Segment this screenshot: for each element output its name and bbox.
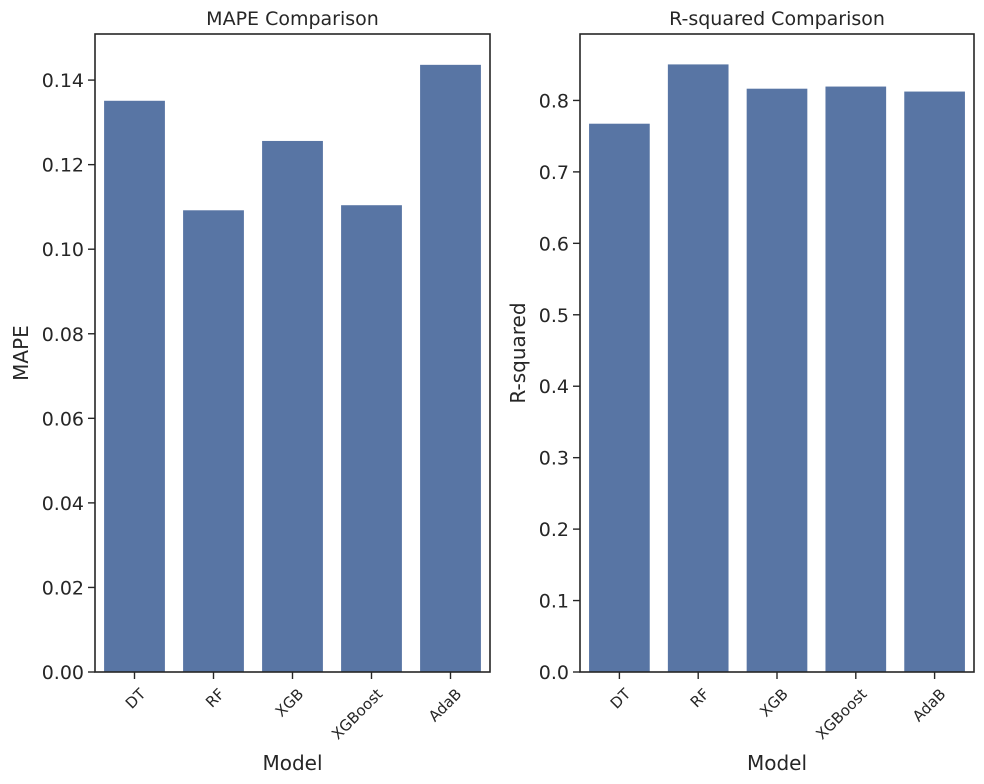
x-tick-label: XGBoost bbox=[328, 685, 386, 743]
x-tick-label: XGB bbox=[756, 685, 791, 720]
bar-xgboost bbox=[340, 204, 403, 673]
plot-frame bbox=[579, 33, 975, 673]
x-tick-label: RF bbox=[202, 685, 228, 711]
x-axis-label: Model bbox=[262, 751, 322, 775]
chart-title: MAPE Comparison bbox=[206, 8, 379, 30]
x-tick-label: RF bbox=[687, 685, 713, 711]
bar-adab bbox=[903, 90, 966, 673]
y-tick-label: 0.02 bbox=[42, 577, 84, 599]
r-squared-chart: R-squared Comparison Model R-squared 0.0… bbox=[506, 8, 975, 775]
y-tick-label: 0.08 bbox=[42, 324, 84, 346]
bars bbox=[588, 63, 966, 673]
x-tick-label: XGBoost bbox=[812, 685, 870, 743]
y-tick-label: 0.6 bbox=[539, 233, 569, 255]
bar-rf bbox=[667, 63, 730, 673]
x-tick-label: DT bbox=[122, 684, 150, 712]
bars bbox=[103, 64, 482, 673]
y-tick-label: 0.00 bbox=[42, 662, 84, 684]
y-tick-label: 0.06 bbox=[42, 408, 84, 430]
bar-xgb bbox=[745, 87, 809, 673]
bar-xgb bbox=[261, 140, 324, 673]
x-tick-label: AdaB bbox=[425, 685, 465, 725]
bar-dt bbox=[103, 99, 166, 673]
x-tick-label: AdaB bbox=[909, 685, 949, 725]
x-axis-label: Model bbox=[747, 751, 807, 775]
y-tick-label: 0.8 bbox=[539, 90, 569, 112]
y-tick-label: 0.04 bbox=[42, 493, 84, 515]
y-tick-label: 0.0 bbox=[539, 662, 569, 684]
y-tick-label: 0.10 bbox=[42, 239, 84, 261]
y-tick-label: 0.12 bbox=[42, 155, 84, 177]
plot-frame bbox=[94, 33, 491, 673]
y-axis-label: R-squared bbox=[506, 302, 530, 403]
x-tick-label: XGB bbox=[272, 685, 307, 720]
y-tick-label: 0.14 bbox=[42, 70, 84, 92]
y-tick-label: 0.2 bbox=[539, 519, 569, 541]
mape-chart: MAPE Comparison Model MAPE 0.000.020.040… bbox=[9, 8, 491, 775]
x-ticks: DT RF XGB XGBoost AdaB bbox=[122, 672, 465, 743]
bar-adab bbox=[419, 64, 482, 673]
y-tick-label: 0.3 bbox=[539, 448, 569, 470]
bar-dt bbox=[588, 122, 651, 673]
y-axis-label: MAPE bbox=[9, 325, 33, 381]
y-tick-label: 0.1 bbox=[539, 591, 569, 613]
x-tick-label: DT bbox=[607, 684, 635, 712]
chart-title: R-squared Comparison bbox=[669, 8, 885, 30]
bar-xgboost bbox=[824, 85, 887, 673]
bar-rf bbox=[182, 209, 245, 673]
y-tick-label: 0.5 bbox=[539, 305, 569, 327]
y-ticks: 0.0 0.1 0.2 0.3 0.4 0.5 0.6 0.7 0.8 bbox=[539, 90, 580, 684]
y-ticks: 0.00 0.02 0.04 0.06 0.08 0.10 0.12 0.14 bbox=[42, 70, 95, 684]
y-tick-label: 0.7 bbox=[539, 162, 569, 184]
x-ticks: DT RF XGB XGBoost AdaB bbox=[607, 672, 949, 743]
y-tick-label: 0.4 bbox=[539, 376, 569, 398]
